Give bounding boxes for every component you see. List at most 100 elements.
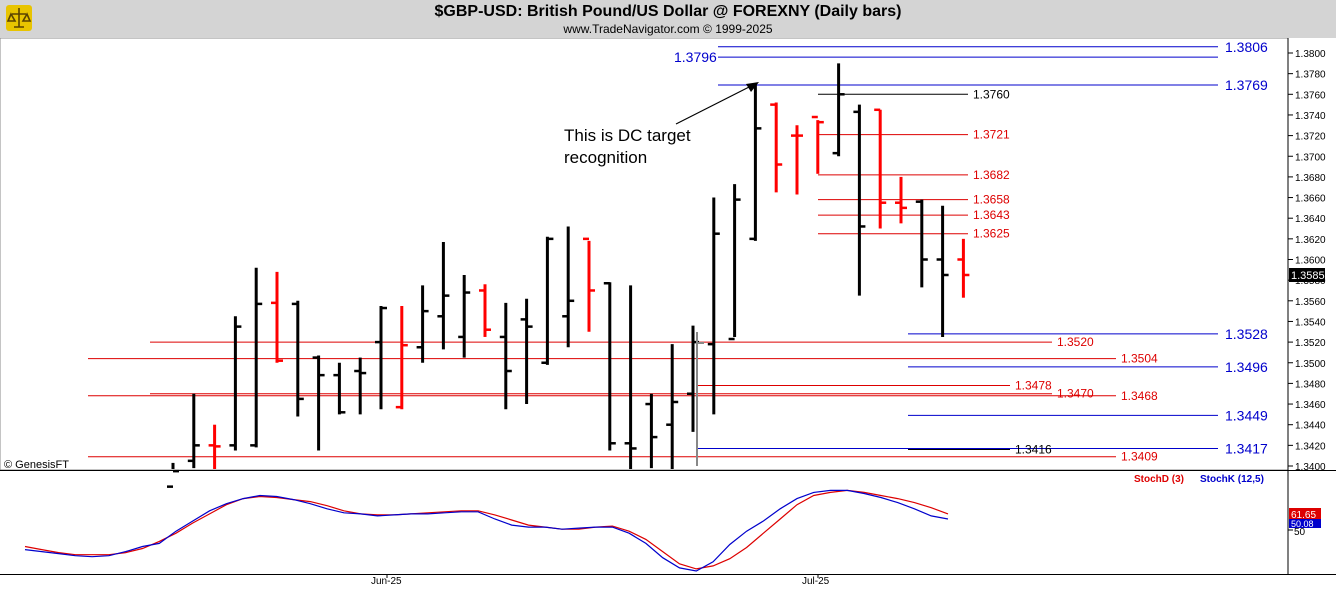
price-bar [520, 298, 533, 405]
price-tick-label: 1.3600 [1295, 256, 1326, 267]
level-label: 1.3643 [973, 208, 1010, 222]
watermark: © GenesisFT [4, 459, 69, 471]
price-tick-label: 1.3660 [1295, 194, 1326, 205]
price-bar [707, 197, 720, 415]
chart-title: $GBP-USD: British Pound/US Dollar @ FORE… [434, 3, 902, 20]
price-bar [915, 199, 928, 288]
stoch-k-last: 50.08 [1291, 519, 1314, 529]
price-tick-label: 1.3440 [1295, 421, 1326, 432]
genesis-logo-icon [6, 5, 32, 31]
price-bar [375, 305, 387, 410]
level-label: 1.3409 [1121, 450, 1158, 464]
current-price-label: 1.3585 [1291, 270, 1325, 282]
price-bar [895, 176, 907, 224]
price-bar [583, 237, 595, 332]
stoch-k-line [24, 489, 949, 572]
price-bar [395, 305, 408, 410]
price-bar [333, 362, 346, 415]
price-tick-label: 1.3500 [1295, 359, 1326, 370]
price-bar [645, 393, 658, 469]
annotation-arrow [675, 83, 756, 125]
price-bar [187, 393, 200, 469]
price-tick-label: 1.3520 [1295, 338, 1326, 349]
price-bar [936, 205, 949, 337]
price-bar [354, 357, 367, 415]
price-bar [291, 300, 304, 417]
stochastic-lines [24, 489, 949, 572]
price-tick-label: 1.3780 [1295, 70, 1326, 81]
level-label: 1.3496 [1225, 359, 1268, 375]
level-label: 1.3416 [1015, 442, 1052, 456]
level-label: 1.3658 [973, 193, 1010, 207]
price-bar [458, 274, 471, 358]
price-tick-label: 1.3420 [1295, 441, 1326, 452]
level-label: 1.3806 [1225, 39, 1268, 55]
price-tick-label: 1.3760 [1295, 90, 1326, 101]
time-tick-label: Jul-25 [802, 576, 830, 587]
price-tick-label: 1.3680 [1295, 173, 1326, 184]
dc-marker [696, 332, 704, 466]
price-bar [250, 267, 263, 448]
annotation: This is DC target recognition [564, 82, 759, 167]
price-bar [229, 316, 242, 451]
price-bar [811, 115, 824, 174]
time-axis: Jun-25 Jul-25 [371, 574, 830, 587]
price-bar [832, 63, 845, 157]
stoch-d-line [24, 489, 949, 570]
level-label: 1.3468 [1121, 389, 1158, 403]
price-bar [167, 462, 179, 488]
level-label: 1.3796 [674, 49, 717, 65]
annotation-line-2: recognition [564, 148, 647, 167]
price-tick-label: 1.3540 [1295, 317, 1326, 328]
price-tick-label: 1.3800 [1295, 49, 1326, 60]
level-label: 1.3760 [973, 87, 1010, 101]
level-label: 1.3625 [973, 227, 1010, 241]
price-bar [416, 285, 429, 363]
price-bar [562, 226, 575, 348]
price-bar [749, 83, 762, 241]
time-tick-label: Jun-25 [371, 576, 402, 587]
stoch-d-legend: StochD (3) [1134, 474, 1184, 485]
annotation-arrowhead [746, 82, 759, 92]
chart-subtitle: www.TradeNavigator.com © 1999-2025 [563, 22, 773, 36]
annotation-line-1: This is DC target [564, 126, 691, 145]
price-bar [541, 236, 554, 365]
price-bar [853, 104, 866, 296]
current-price-tag: 1.3585 [1289, 268, 1325, 282]
price-bar [603, 281, 616, 451]
level-label: 1.3449 [1225, 407, 1268, 423]
price-levels: 1.3806 1.3796 1.3769 1.3760 1.3721 1.3682 1.36… [88, 39, 1268, 464]
price-bar [437, 241, 450, 350]
chart-header: $GBP-USD: British Pound/US Dollar @ FORE… [0, 0, 1336, 38]
price-bar [208, 424, 221, 469]
stoch-tick-50: 50 [1294, 527, 1306, 538]
frame [0, 38, 1336, 591]
chart-canvas: 1.3400 1.3420 1.3440 1.3460 1.3480 1.3500 1.35… [0, 38, 1336, 591]
price-bar [271, 271, 283, 363]
stoch-k-legend: StochK (12,5) [1200, 474, 1264, 485]
price-tick-label: 1.3460 [1295, 400, 1326, 411]
price-tick-label: 1.3640 [1295, 214, 1326, 225]
stoch-d-last: 61.65 [1291, 510, 1316, 521]
level-label: 1.3721 [973, 128, 1010, 142]
level-label: 1.3520 [1057, 335, 1094, 349]
price-tick-label: 1.3700 [1295, 152, 1326, 163]
price-bar [312, 355, 325, 451]
level-label: 1.3504 [1121, 352, 1158, 366]
level-label: 1.3682 [973, 168, 1010, 182]
price-tick-label: 1.3560 [1295, 297, 1326, 308]
level-label: 1.3478 [1015, 378, 1052, 392]
price-tick-label: 1.3620 [1295, 235, 1326, 246]
stochastic-panel: StochD (3) StochK (12,5) 50 61.65 50.08 [24, 474, 1321, 572]
price-bar [874, 108, 887, 229]
level-label: 1.3470 [1057, 387, 1094, 401]
price-tick-label: 1.3480 [1295, 379, 1326, 390]
price-bar [624, 285, 637, 469]
price-bar [479, 284, 491, 337]
level-label: 1.3769 [1225, 77, 1268, 93]
price-tick-label: 1.3720 [1295, 132, 1326, 143]
price-bar [770, 102, 783, 193]
price-bar [499, 302, 512, 410]
level-label: 1.3417 [1225, 440, 1268, 456]
price-tick-label: 1.3740 [1295, 111, 1326, 122]
